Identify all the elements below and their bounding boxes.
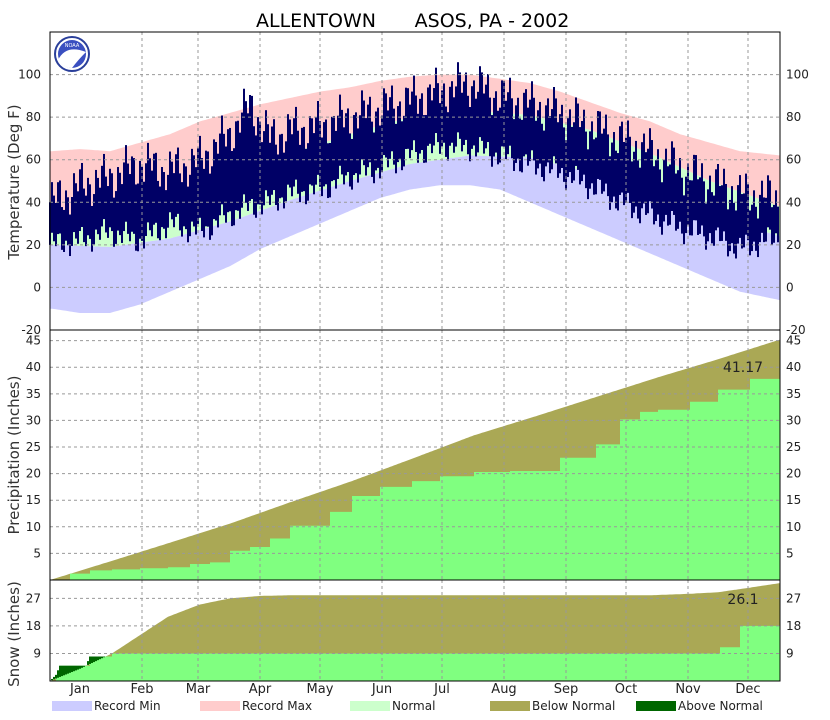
legend-swatch-record-min [52,701,92,711]
precipitation-tick-label-left: 20 [26,467,41,481]
temperature-tick-label-right: 60 [786,153,801,167]
temperature-tick-label-left: 60 [26,153,41,167]
precip-observed-area [50,361,780,580]
snow-tick-label-left: 9 [33,646,41,660]
precipitation-tick-label-left: 30 [26,413,41,427]
precipitation-tick-label-right: 15 [786,493,801,507]
precipitation-tick-label-left: 35 [26,387,41,401]
snow-observed-area [50,601,780,681]
snow-tick-label-left: 18 [26,619,41,633]
legend-label-record-min: Record Min [94,699,161,713]
noaa-logo-text: NOAA [65,43,80,49]
temperature-tick-label-right: 0 [786,280,794,294]
month-label-apr: Apr [249,682,272,697]
month-label-oct: Oct [615,682,637,697]
legend-swatch-above-normal [636,701,676,711]
precipitation-tick-label-right: 25 [786,440,801,454]
temperature-tick-label-right: 100 [786,68,809,82]
month-label-jun: Jun [371,682,392,697]
precipitation-tick-label-right: 5 [786,546,794,560]
precipitation-axis-label: Precipitation (Inches) [5,376,23,535]
noaa-logo: NOAA [54,36,90,72]
temperature-tick-label-left: 20 [26,238,41,252]
month-label-feb: Feb [130,682,153,697]
snow-tick-label-right: 18 [786,619,801,633]
month-label-dec: Dec [735,682,760,697]
precipitation-tick-label-right: 20 [786,467,801,481]
snow-panel: 9 9 18 18 27 27 26.1 [26,579,801,682]
temperature-tick-label-left: 40 [26,195,41,209]
month-label-jul: Jul [433,682,450,697]
snow-total-annotation: 26.1 [727,592,758,608]
precipitation-tick-label-left: 10 [26,520,41,534]
precipitation-tick-label-left: 15 [26,493,41,507]
record-min-band [50,155,780,313]
month-label-nov: Nov [675,682,701,697]
legend-swatch-normal [350,701,390,711]
snow-tick-label-right: 27 [786,591,801,605]
temperature-tick-label-left: 0 [33,280,41,294]
temperature-tick-label-left: 100 [18,68,41,82]
chart-title-station: ALLENTOWN [256,10,376,32]
record-max-band [50,74,780,216]
precipitation-tick-label-left: 45 [26,334,41,348]
snow-frame [49,579,781,682]
temperature-tick-label-left: 80 [26,110,41,124]
precipitation-tick-label-right: 45 [786,334,801,348]
temperature-axis-label: Temperature (Deg F) [5,104,23,260]
precip-total-annotation: 41.17 [723,360,763,376]
snow-tick-label-left: 27 [26,591,41,605]
legend-label-normal: Normal [392,699,435,713]
precipitation-tick-label-right: 35 [786,387,801,401]
temperature-tick-label-right: 20 [786,238,801,252]
snow-tick-label-right: 9 [786,646,794,660]
legend-swatch-record-max [200,701,240,711]
temperature-tick-label-right: -20 [786,323,806,337]
precipitation-tick-label-right: 30 [786,413,801,427]
temperature-panel: -20 -20 0 0 20 20 40 40 60 60 80 80 100 100 [18,31,809,337]
temperature-tick-label-right: 80 [786,110,801,124]
chart-title-network: ASOS, PA - 2002 [415,10,570,32]
precipitation-tick-label-right: 40 [786,360,801,374]
month-label-mar: Mar [186,682,211,697]
legend-label-above-normal: Above Normal [678,699,763,713]
legend-swatch-below-normal [490,701,530,711]
month-axis: Jan Feb Mar Apr May Jun Jul Aug Sep Oct Nov Dec [69,682,761,697]
temperature-tick-label-left: -20 [21,323,41,337]
precipitation-tick-label-right: 10 [786,520,801,534]
precipitation-tick-label-left: 5 [33,546,41,560]
month-label-jan: Jan [69,682,90,697]
snow-axis-label: Snow (Inches) [5,581,23,687]
month-label-sep: Sep [554,682,579,697]
precipitation-tick-label-left: 40 [26,360,41,374]
temperature-tick-label-right: 40 [786,195,801,209]
legend-label-record-max: Record Max [242,699,312,713]
legend: Record Min Record Max Normal Below Normal Ab… [52,699,763,713]
month-label-aug: Aug [491,682,516,697]
precipitation-tick-label-left: 25 [26,440,41,454]
legend-label-below-normal: Below Normal [532,699,615,713]
month-label-may: May [307,682,334,697]
precipitation-panel: 5 5 10 10 15 15 20 20 25 25 30 30 35 35 40 40 45 45 41.17 [26,329,801,581]
